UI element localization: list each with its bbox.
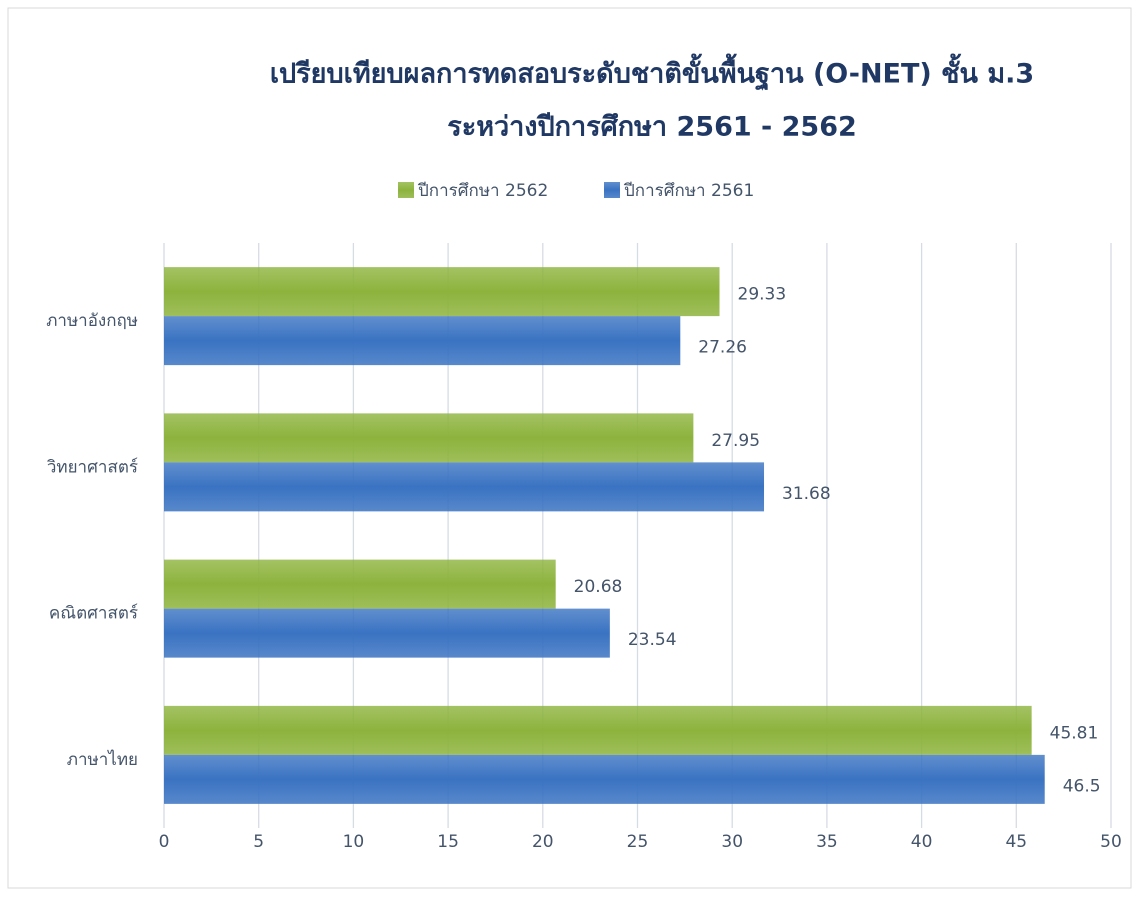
- x-tick-label: 30: [721, 832, 743, 852]
- x-tick-label: 5: [253, 832, 264, 852]
- bar: [164, 316, 681, 366]
- x-tick-label: 10: [343, 832, 365, 852]
- bar: [164, 705, 1032, 755]
- y-tick-label: ภาษาอังกฤษ: [46, 311, 138, 331]
- legend-swatch: [398, 182, 414, 198]
- y-tick-label: ภาษาไทย: [67, 749, 138, 770]
- legend-label: ปีการศึกษา 2562: [417, 181, 548, 201]
- value-label: 31.68: [782, 484, 831, 504]
- y-tick-label: คณิตศาสตร์: [49, 604, 138, 624]
- bar: [164, 559, 556, 609]
- bar: [164, 267, 720, 317]
- value-label: 29.33: [738, 285, 787, 305]
- value-label: 23.54: [628, 630, 677, 650]
- x-tick-label: 15: [437, 832, 459, 852]
- value-label: 20.68: [574, 577, 623, 597]
- value-label: 46.5: [1063, 776, 1101, 796]
- x-tick-label: 40: [911, 832, 933, 852]
- y-tick-label: วิทยาศาสตร์: [46, 457, 138, 477]
- bar: [164, 462, 765, 512]
- chart-title: ระหว่างปีการศึกษา 2561 - 2562: [447, 112, 857, 143]
- x-tick-label: 45: [1005, 832, 1027, 852]
- bar: [164, 413, 694, 463]
- value-label: 27.95: [711, 431, 760, 451]
- value-label: 45.81: [1050, 723, 1099, 743]
- legend-label: ปีการศึกษา 2561: [623, 181, 754, 201]
- x-tick-label: 20: [532, 832, 554, 852]
- legend-swatch: [604, 182, 620, 198]
- x-tick-label: 0: [159, 832, 170, 852]
- x-tick-label: 35: [816, 832, 838, 852]
- chart-title: เปรียบเทียบผลการทดสอบระดับชาติขั้นพื้นฐา…: [270, 53, 1034, 92]
- x-tick-label: 50: [1100, 832, 1122, 852]
- value-label: 27.26: [698, 338, 747, 358]
- bar: [164, 754, 1045, 804]
- x-tick-label: 25: [627, 832, 649, 852]
- bar: [164, 608, 610, 658]
